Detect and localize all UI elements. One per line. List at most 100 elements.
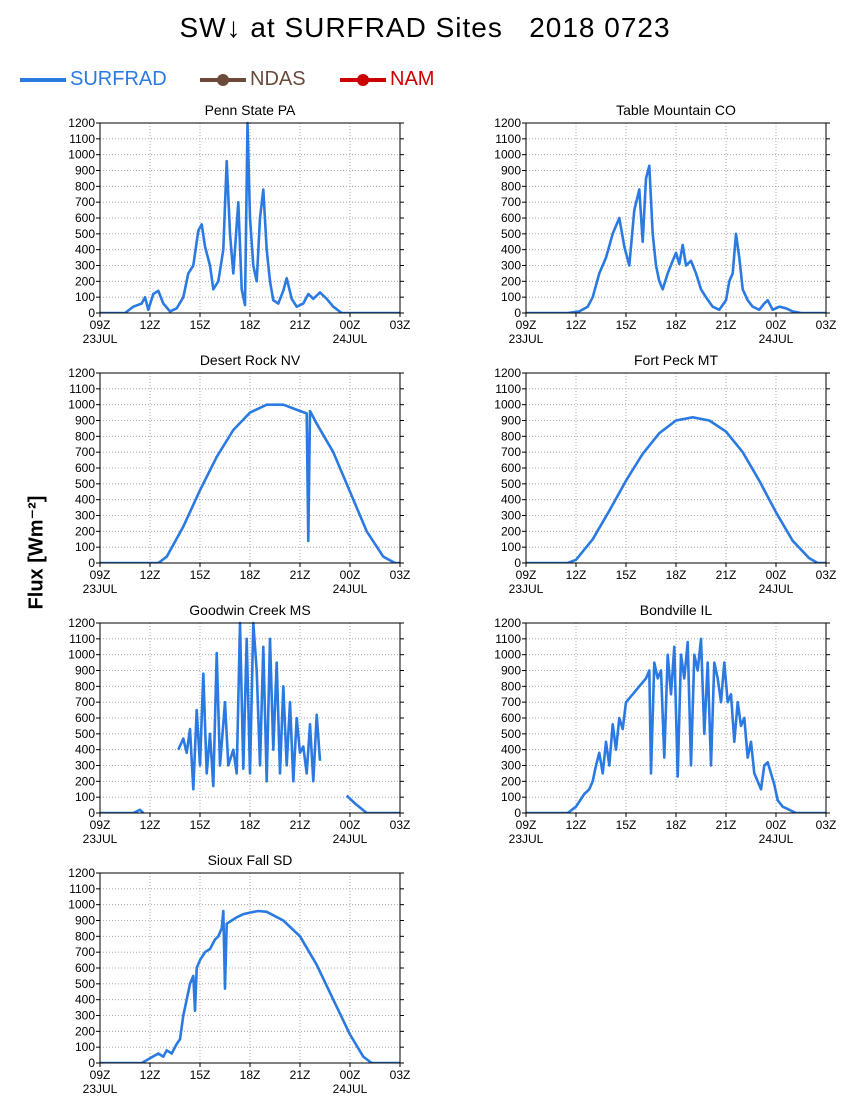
x-tick-label: 15Z [190, 1068, 211, 1082]
series-line-0 [526, 416, 826, 563]
plot-title: Fort Peck MT [634, 352, 718, 368]
x-date-label: 24JUL [759, 582, 794, 596]
legend-swatch-nam [340, 74, 386, 86]
y-tick-label: 500 [501, 227, 521, 241]
y-tick-label: 500 [501, 477, 521, 491]
plot-5: Bondville IL0100200300400500600700800900… [494, 602, 836, 846]
x-date-label: 23JUL [83, 832, 118, 846]
title-text: SW↓ at SURFRAD Sites [179, 12, 503, 43]
y-tick-label: 200 [75, 524, 95, 538]
plot-title: Bondville IL [640, 602, 713, 618]
y-tick-label: 1100 [69, 882, 95, 896]
y-tick-label: 500 [75, 477, 95, 491]
plot-frame [99, 122, 401, 314]
x-tick-label: 09Z [90, 1068, 111, 1082]
plot-title: Sioux Fall SD [208, 852, 293, 868]
y-tick-label: 700 [75, 445, 95, 459]
y-tick-label: 100 [75, 540, 95, 554]
x-tick-label: 09Z [516, 318, 537, 332]
y-tick-label: 1200 [494, 116, 521, 130]
y-tick-label: 300 [75, 759, 95, 773]
x-tick-label: 18Z [240, 818, 261, 832]
plot-4: Goodwin Creek MS010020030040050060070080… [68, 602, 410, 846]
x-date-label: 23JUL [509, 582, 544, 596]
x-tick-label: 21Z [716, 318, 737, 332]
y-tick-label: 700 [75, 195, 95, 209]
y-tick-label: 100 [75, 790, 95, 804]
y-tick-label: 0 [514, 306, 521, 320]
series-line-1 [177, 621, 322, 791]
plot-frame [99, 372, 401, 564]
y-tick-label: 100 [501, 290, 521, 304]
y-tick-label: 1000 [494, 398, 521, 412]
x-tick-label: 03Z [390, 818, 411, 832]
y-tick-label: 0 [88, 806, 95, 820]
y-tick-label: 800 [75, 679, 95, 693]
plot-title: Table Mountain CO [616, 102, 736, 118]
y-tick-label: 900 [75, 164, 95, 178]
x-tick-label: 21Z [716, 818, 737, 832]
x-tick-label: 09Z [90, 318, 111, 332]
legend-swatch-ndas [200, 74, 246, 86]
x-tick-label: 18Z [240, 1068, 261, 1082]
y-tick-label: 1000 [68, 148, 95, 162]
y-tick-label: 600 [501, 711, 521, 725]
y-tick-label: 900 [501, 414, 521, 428]
x-tick-label: 00Z [766, 818, 787, 832]
y-tick-label: 600 [75, 961, 95, 975]
legend-label-nam: NAM [390, 68, 435, 90]
x-tick-label: 12Z [140, 568, 161, 582]
y-tick-label: 300 [75, 1009, 95, 1023]
y-tick-label: 100 [75, 1040, 95, 1054]
y-tick-label: 1000 [68, 398, 95, 412]
y-tick-label: 0 [88, 1056, 95, 1070]
x-tick-label: 00Z [340, 1068, 361, 1082]
y-tick-label: 1000 [68, 648, 95, 662]
y-tick-label: 800 [501, 179, 521, 193]
y-tick-label: 0 [514, 556, 521, 570]
y-tick-label: 900 [75, 414, 95, 428]
legend-swatch-surfrad [20, 78, 66, 82]
y-tick-label: 600 [501, 211, 521, 225]
x-tick-label: 21Z [290, 1068, 311, 1082]
x-date-label: 24JUL [333, 582, 368, 596]
x-tick-label: 00Z [340, 318, 361, 332]
y-tick-label: 200 [75, 1024, 95, 1038]
y-tick-label: 0 [88, 556, 95, 570]
plot-6: Sioux Fall SD010020030040050060070080090… [68, 852, 410, 1096]
y-tick-label: 0 [514, 806, 521, 820]
y-tick-label: 400 [75, 243, 95, 257]
x-tick-label: 15Z [616, 568, 637, 582]
y-tick-label: 300 [501, 759, 521, 773]
y-tick-label: 1100 [69, 382, 95, 396]
y-tick-label: 900 [75, 914, 95, 928]
x-date-label: 23JUL [509, 332, 544, 346]
x-date-label: 24JUL [333, 832, 368, 846]
plot-1: Table Mountain CO01002003004005006007008… [494, 102, 836, 346]
y-tick-label: 600 [75, 461, 95, 475]
plot-title: Penn State PA [205, 102, 296, 118]
y-tick-label: 300 [501, 259, 521, 273]
y-tick-label: 600 [501, 461, 521, 475]
plot-2: Desert Rock NV01002003004005006007008009… [68, 352, 410, 596]
plot-frame [525, 622, 827, 814]
series-line-0 [100, 121, 400, 313]
x-date-label: 24JUL [333, 332, 368, 346]
y-tick-label: 800 [75, 179, 95, 193]
y-tick-label: 900 [75, 664, 95, 678]
y-tick-label: 1000 [494, 648, 521, 662]
series-line-0 [100, 909, 400, 1063]
y-tick-label: 600 [75, 211, 95, 225]
title-date: 2018 0723 [529, 12, 671, 43]
y-tick-label: 700 [501, 695, 521, 709]
plot-0: Penn State PA010020030040050060070080090… [68, 102, 410, 346]
x-tick-label: 00Z [766, 318, 787, 332]
y-tick-label: 400 [75, 993, 95, 1007]
x-tick-label: 21Z [290, 318, 311, 332]
x-tick-label: 03Z [816, 568, 837, 582]
x-tick-label: 03Z [390, 1068, 411, 1082]
plot-3: Fort Peck MT0100200300400500600700800900… [494, 352, 836, 596]
x-tick-label: 21Z [290, 568, 311, 582]
y-tick-label: 400 [75, 743, 95, 757]
